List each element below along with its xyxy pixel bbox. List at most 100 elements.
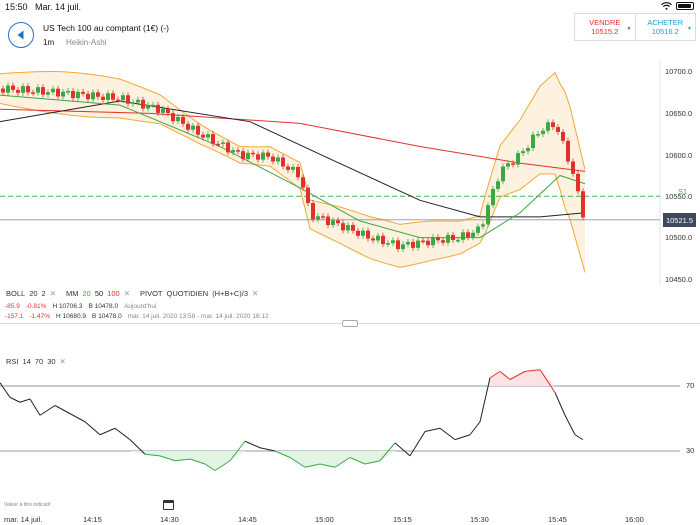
rsi-line-segment [349, 457, 366, 465]
pivot-label[interactable]: PIVOT [140, 289, 163, 298]
rsi-line-segment [394, 442, 411, 457]
candle-body [551, 122, 555, 128]
price-chart[interactable] [0, 60, 700, 285]
rsi-line-segment [509, 370, 526, 380]
time-tick: 15:30 [470, 515, 489, 524]
rsi-line-segment [259, 447, 276, 452]
candle-body [366, 230, 370, 239]
candle-body [506, 163, 510, 167]
chart-type-selector[interactable]: Heikin-Ashi [66, 38, 107, 47]
sell-button[interactable]: VENDRE 10515.2 ▼ [575, 14, 635, 40]
candle-body [301, 177, 305, 188]
rsi-line-segment [99, 427, 116, 436]
back-button[interactable] [8, 22, 34, 48]
candle-body [581, 191, 585, 218]
time-tick: 16:00 [625, 515, 644, 524]
price-tick: 10700.0 [665, 67, 693, 76]
candle-body [186, 123, 190, 130]
candle-body [256, 154, 260, 160]
candle-body [76, 91, 80, 99]
rsi-line-segment [144, 453, 161, 457]
rsi-line-segment [409, 431, 426, 457]
candle-body [141, 99, 145, 109]
boll-dev: 2 [41, 289, 46, 298]
remove-pivot-icon[interactable]: ✕ [252, 289, 259, 298]
candle-body [21, 86, 25, 93]
candle-body [421, 240, 425, 243]
pane-resize-handle[interactable] [342, 320, 358, 327]
candle-body [291, 166, 295, 170]
rsi-line-segment [204, 463, 216, 471]
candle-body [191, 125, 195, 130]
period-label: Aujourd'hui [124, 303, 157, 310]
candle-body [406, 241, 410, 245]
rsi-line-segment [489, 370, 501, 379]
candle-body [251, 152, 255, 155]
candle-body [306, 187, 310, 204]
instrument-title[interactable]: US Tech 100 au comptant (1€) (-) [43, 23, 169, 33]
boll-label[interactable]: BOLL [6, 289, 26, 298]
candle-body [246, 152, 250, 160]
indicator-legend: BOLL 20 2 ✕ MM 20 50 100 ✕ PIVOT QUOTIDI… [6, 289, 258, 298]
candle-body [131, 102, 135, 104]
candle-body [81, 91, 85, 94]
price-tick: 10450.0 [665, 275, 693, 284]
buy-label: ACHETER [647, 18, 684, 27]
time-tick: 14:15 [83, 515, 102, 524]
timeframe-selector[interactable]: 1m [43, 38, 55, 47]
stats-range: -157.1 -1.47% H 10680.9 B 10478.0 mar. 1… [5, 313, 269, 320]
candle-body [121, 95, 125, 101]
candle-body [221, 142, 225, 144]
candle-body [546, 122, 550, 131]
price-tick: 10650.0 [665, 109, 693, 118]
rsi-overbought: 70 [34, 357, 44, 366]
remove-rsi-icon[interactable]: ✕ [59, 357, 66, 366]
candle-body [556, 127, 560, 132]
mm-label[interactable]: MM [66, 289, 79, 298]
rsi-label[interactable]: RSI [6, 357, 19, 366]
candle-body [241, 151, 245, 160]
candle-body [501, 166, 505, 182]
candle-body [276, 157, 280, 162]
status-date: Mar. 14 juil. [35, 2, 82, 12]
rsi-line-segment [0, 382, 11, 398]
candle-body [41, 87, 45, 95]
time-axis: mar. 14 juil. 14:15 14:30 14:45 15:00 15… [0, 510, 700, 525]
candle-body [541, 130, 545, 135]
rsi-line-segment [539, 369, 556, 393]
candle-body [456, 239, 460, 242]
current-price-tag: 10521.5 [663, 213, 696, 227]
rsi-level-70: 70 [686, 381, 695, 390]
candle-body [326, 216, 330, 226]
candle-body [331, 220, 335, 226]
candle-body [266, 152, 270, 157]
remove-mm-icon[interactable]: ✕ [123, 289, 130, 298]
candle-body [281, 157, 285, 167]
calendar-icon[interactable] [163, 500, 174, 510]
rsi-chart[interactable] [0, 360, 700, 500]
candle-body [396, 240, 400, 250]
candle-body [156, 104, 160, 113]
rsi-line-segment [524, 369, 541, 372]
low-value: B 10478.0 [92, 313, 122, 320]
candle-body [176, 116, 180, 122]
rsi-line-segment [499, 370, 511, 380]
candle-body [31, 92, 35, 94]
candle-body [56, 88, 60, 97]
candle-body [116, 99, 120, 102]
change-pct: -1.47% [29, 313, 51, 320]
buy-price: 10516.2 [651, 27, 679, 36]
buy-button[interactable]: ACHETER 10516.2 ▼ [634, 14, 696, 40]
candle-body [376, 235, 380, 241]
candle-body [516, 153, 520, 165]
wifi-icon [661, 2, 672, 10]
candle-body [536, 134, 540, 136]
candle-body [441, 240, 445, 243]
remove-boll-icon[interactable]: ✕ [49, 289, 56, 298]
rsi-oversold: 30 [47, 357, 56, 366]
candle-body [436, 237, 440, 241]
candle-body [151, 104, 155, 107]
candle-body [286, 166, 290, 170]
period-label: mar. 14 juil. 2020 13:58 - mar. 14 juil.… [127, 313, 269, 320]
